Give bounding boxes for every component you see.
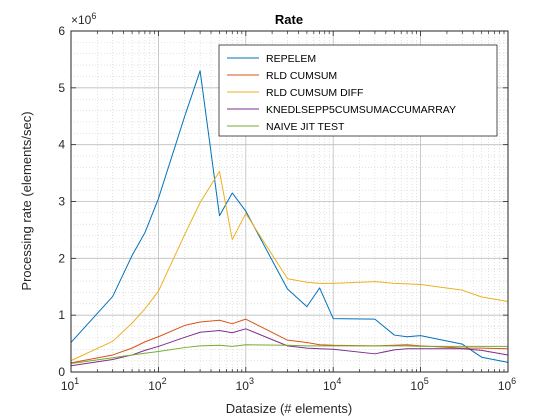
x-axis-label: Datasize (# elements): [226, 401, 352, 416]
legend-entry: RLD CUMSUM DIFF: [266, 87, 363, 99]
y-multiplier-label: ×106: [71, 11, 96, 27]
series-line-repelem: [70, 70, 509, 363]
y-tick-labels: 0 1 2 3 4 5 6: [58, 24, 65, 379]
x-tick-labels: 101 102 103 104 105 106: [61, 376, 516, 393]
y-tick-label: 6: [58, 24, 65, 38]
grid: [70, 30, 509, 373]
x-tick-label: 105: [410, 376, 428, 393]
series-line-knedlsepp5cumsumaccumarray: [70, 328, 509, 367]
y-tick-label: 0: [58, 365, 65, 379]
x-tick-label: 102: [148, 376, 166, 393]
y-tick-label: 2: [58, 251, 65, 265]
series-lines: [70, 70, 509, 367]
legend-box: [218, 44, 498, 137]
series-line-rld-cumsum: [70, 318, 509, 364]
chart-title: Rate: [275, 12, 303, 27]
legend-entry: KNEDLSEPP5CUMSUMACCUMARRAY: [266, 104, 456, 116]
y-tick-label: 3: [58, 195, 65, 209]
tick-marks: [70, 30, 509, 373]
x-tick-label: 104: [323, 376, 341, 393]
y-tick-label: 1: [58, 308, 65, 322]
y-tick-label: 5: [58, 81, 65, 95]
series-line-rld-cumsum-diff: [70, 170, 509, 362]
legend-entry: RLD CUMSUM: [266, 70, 337, 82]
series-line-naive-jit-test: [70, 344, 508, 364]
x-tick-label: 101: [61, 376, 79, 393]
legend-entry: NAIVE JIT TEST: [266, 121, 345, 133]
y-tick-label: 4: [58, 138, 65, 152]
x-tick-label: 106: [498, 376, 516, 393]
legend: REPELEM RLD CUMSUM RLD CUMSUM DIFF KNEDLSEP…: [218, 44, 498, 137]
y-axis-label: Processing rate (elements/sec): [19, 111, 34, 290]
x-tick-label: 103: [236, 376, 254, 393]
legend-entry: REPELEM: [266, 53, 316, 65]
